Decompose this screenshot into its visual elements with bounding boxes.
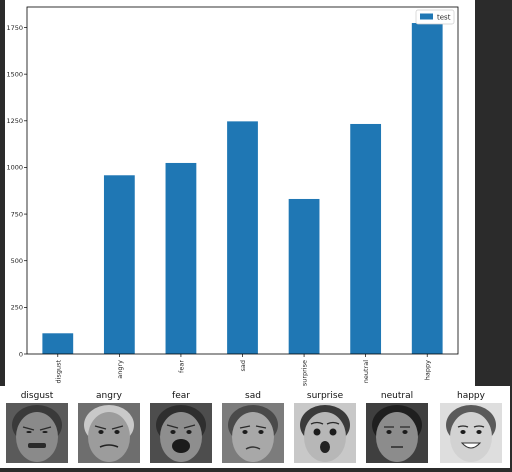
surprised-face-icon	[294, 403, 356, 463]
neutral-face-icon	[366, 403, 428, 463]
y-tick-label: 500	[11, 257, 23, 265]
sad-face-icon	[222, 403, 284, 463]
bar-disgust	[42, 333, 74, 354]
face-thumbnail-fear: fear	[148, 386, 214, 466]
y-tick-label: 250	[11, 304, 23, 312]
face-thumbnail-surprise: surprise	[292, 386, 358, 466]
face-title-fear: fear	[172, 391, 190, 401]
face-thumbnail-disgust: disgust	[4, 386, 70, 466]
x-tick-label-fear: fear	[177, 360, 185, 373]
y-tick-label: 750	[11, 210, 23, 218]
x-tick-label-neutral: neutral	[362, 360, 370, 383]
bar-angry	[103, 175, 135, 354]
x-tick-label-disgust: disgust	[54, 360, 62, 384]
legend: test	[415, 9, 455, 25]
legend-label: test	[437, 14, 451, 22]
face-title-surprise: surprise	[306, 391, 344, 401]
face-thumbnail-happy: happy	[438, 386, 504, 466]
y-axis: 0 250 500 750 1000 1250 1500 1750	[6, 24, 27, 358]
screaming-face-icon	[150, 403, 212, 463]
x-axis: disgust angry fear sad surprise neutral happy	[54, 354, 432, 386]
face-thumbnail-sad: sad	[220, 386, 286, 466]
x-tick-label-happy: happy	[424, 360, 432, 380]
face-thumbnail-neutral: neutral	[364, 386, 430, 466]
y-tick-label: 1250	[6, 117, 23, 125]
face-title-happy: happy	[457, 391, 485, 401]
face-title-neutral: neutral	[380, 391, 414, 401]
legend-swatch	[420, 13, 433, 20]
plot-frame	[26, 6, 459, 355]
x-tick-label-sad: sad	[239, 360, 247, 372]
face-thumbnail-angry: angry	[76, 386, 142, 466]
y-tick-label: 1000	[6, 164, 23, 172]
y-tick-label: 0	[19, 350, 23, 358]
x-tick-label-angry: angry	[116, 360, 124, 379]
bar-sad	[227, 121, 258, 354]
x-tick-label-surprise: surprise	[301, 360, 309, 386]
y-tick-label: 1500	[6, 70, 23, 78]
grimacing-face-icon	[6, 403, 68, 463]
bar-surprise	[288, 198, 320, 354]
bar-chart: 0 250 500 750 1000 1250 1500 1750 disgust angry f…	[6, 6, 459, 386]
face-title-sad: sad	[245, 391, 261, 401]
face-thumbnails-panel: disgust angry fear sad surprise neutral happy	[0, 386, 510, 468]
face-title-angry: angry	[96, 391, 122, 401]
bars-layer	[42, 23, 443, 354]
bar-neutral	[350, 123, 382, 354]
smiling-face-icon	[440, 403, 502, 463]
bar-fear	[165, 162, 197, 354]
y-tick-label: 1750	[6, 24, 23, 32]
bar-chart-panel: 0 250 500 750 1000 1250 1500 1750 disgust angry f…	[5, 0, 475, 386]
angry-face-icon	[78, 403, 140, 463]
face-title-disgust: disgust	[20, 391, 54, 401]
bar-happy	[411, 23, 443, 354]
